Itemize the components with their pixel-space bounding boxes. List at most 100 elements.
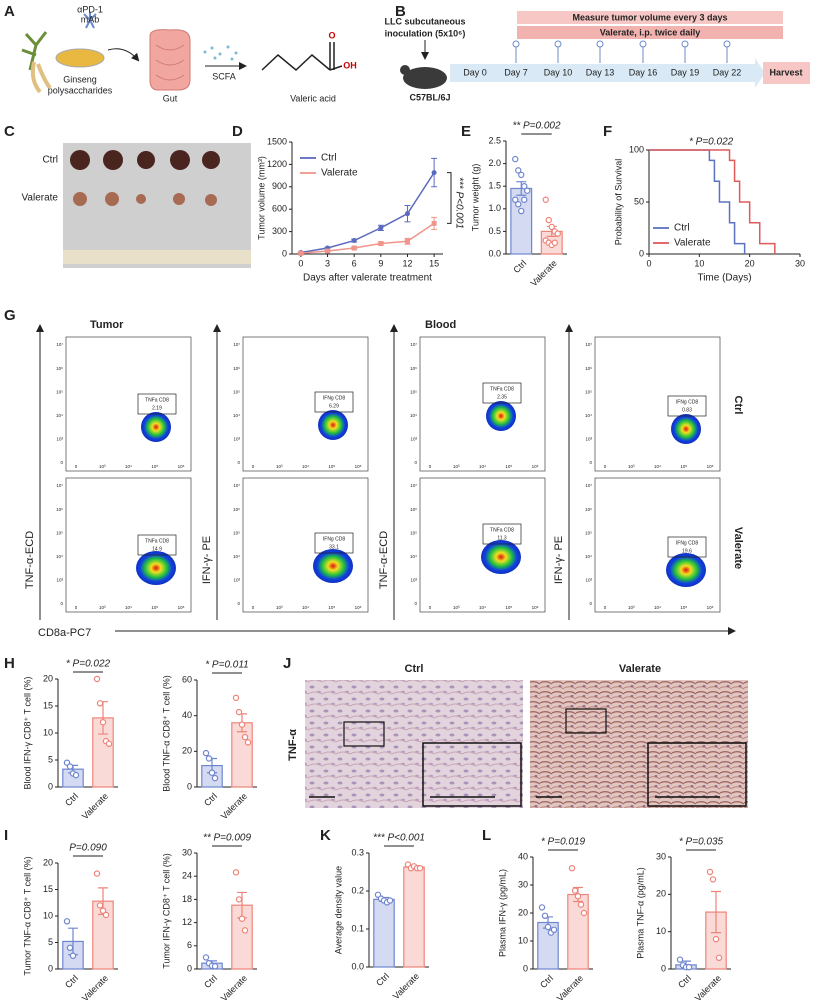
panel-letter: L (482, 827, 491, 844)
gate-value: 2.35 (497, 394, 507, 400)
gate (137, 393, 177, 415)
label: Harvest (769, 67, 802, 77)
panel-letter: E (461, 123, 471, 140)
data-point (96, 902, 104, 909)
annotation: * P=0.022 (689, 137, 734, 148)
flow-y-tick: 10⁴ (585, 554, 592, 559)
mouse (403, 67, 447, 89)
harvest-box (763, 62, 810, 84)
row-label: Ctrl (732, 396, 744, 415)
flow-x-tick: 10⁵ (680, 605, 687, 610)
y-tick-label: 30 (656, 851, 666, 861)
flow-x-tick: 0 (604, 605, 607, 610)
y-axis-label: Blood IFN-γ CD8⁺ T cell (%) (22, 677, 32, 790)
x-tick-label: Ctrl (374, 971, 391, 988)
flow-y-tick: 10⁶ (410, 366, 417, 371)
data-point (551, 239, 558, 246)
panel-letter: D (232, 123, 243, 140)
ginseng-plant (21, 31, 48, 71)
flow-y-tick: 10⁵ (585, 530, 592, 535)
gate (137, 534, 177, 556)
error-bar (711, 890, 721, 934)
flow-x-tick: 10⁴ (654, 605, 661, 610)
annotation: P=0.090 (69, 843, 107, 854)
flow-x-tick: 0 (429, 605, 432, 610)
data-point (538, 904, 546, 911)
flow-y-tick: 10⁷ (410, 342, 417, 347)
x-tick-label: Valerate (219, 973, 249, 1003)
flow-y-tick: 10⁶ (410, 507, 417, 512)
y-tick-label: 2.0 (488, 158, 501, 168)
schematic: αPD-1 mAb Ginseng polysaccharides Gut SC… (21, 4, 357, 103)
legend-label: Valerate (321, 168, 358, 179)
data-point (545, 216, 552, 224)
data-point (241, 733, 249, 741)
data-point (202, 954, 210, 961)
y-tick-label: 18 (182, 894, 192, 904)
day-label: Day 10 (544, 67, 573, 77)
marker (404, 238, 410, 244)
data-point (238, 915, 246, 922)
zoom-inset (422, 742, 522, 807)
flow-plot (419, 477, 546, 613)
flow-x-tick: 10³ (276, 464, 283, 469)
flow-x-tick: 0 (75, 464, 78, 469)
ginseng-root (30, 61, 52, 94)
x-tick-label: 12 (402, 258, 412, 268)
data-point (515, 167, 522, 174)
marker (378, 241, 384, 247)
data-point (235, 708, 243, 716)
data-point (69, 952, 77, 959)
x-tick-label: Valerate (391, 971, 421, 1001)
y-tick-label: 30 (182, 847, 192, 857)
gate-value: 2.19 (152, 405, 162, 411)
y-tick-label: 300 (272, 226, 287, 236)
y-tick-label: 0.5 (488, 226, 501, 236)
day-label: Day 16 (629, 67, 658, 77)
panel-letter: A (4, 3, 15, 20)
y-tick-label: 1.5 (488, 181, 501, 191)
atom: O (328, 30, 335, 40)
y-axis-label: Probability of Survival (613, 159, 623, 246)
flow-y-tick: 10⁷ (56, 342, 63, 347)
day-dot (723, 40, 731, 48)
flow-y-tick: 10⁶ (585, 507, 592, 512)
legend-label: Ctrl (321, 153, 337, 164)
panel-letter: C (4, 123, 15, 140)
y-tick-label: 10 (518, 935, 528, 945)
data-point (709, 876, 717, 883)
marker (431, 220, 437, 226)
y-tick-label: 10 (43, 727, 53, 737)
zoom-box (343, 721, 385, 747)
flow-y-tick: 10⁶ (233, 366, 240, 371)
gate (314, 391, 354, 413)
data-point (685, 963, 693, 971)
data-point (518, 207, 525, 215)
y-tick-label: 20 (518, 907, 528, 917)
y-tick-label: 40 (518, 851, 528, 861)
gate-label: TNFa CD8 (490, 527, 514, 533)
data-point (541, 912, 549, 920)
x-tick-label: Valerate (555, 973, 585, 1003)
data-point (244, 739, 252, 746)
flow-y-tick: 10⁷ (233, 483, 240, 488)
marker (378, 225, 384, 231)
zoom-inset (647, 742, 747, 807)
y-tick-label: 60 (182, 674, 192, 684)
flow-population (486, 401, 516, 431)
survival-curve (649, 149, 746, 254)
gut-folds (155, 44, 185, 81)
ctrl-tumors (70, 150, 220, 170)
series-line (300, 172, 435, 254)
data-point (232, 869, 240, 876)
data-point (512, 155, 519, 163)
bar (373, 898, 395, 968)
y-tick-label: 1.0 (488, 203, 501, 213)
x-tick-label: Ctrl (676, 973, 693, 990)
data-point (93, 675, 101, 683)
flow-x-tick: 10³ (276, 605, 283, 610)
x-tick-label: Valerate (529, 258, 559, 288)
x-tick-label: 10 (694, 258, 704, 268)
flow-plot (594, 477, 721, 613)
scfa-dots (203, 45, 238, 61)
